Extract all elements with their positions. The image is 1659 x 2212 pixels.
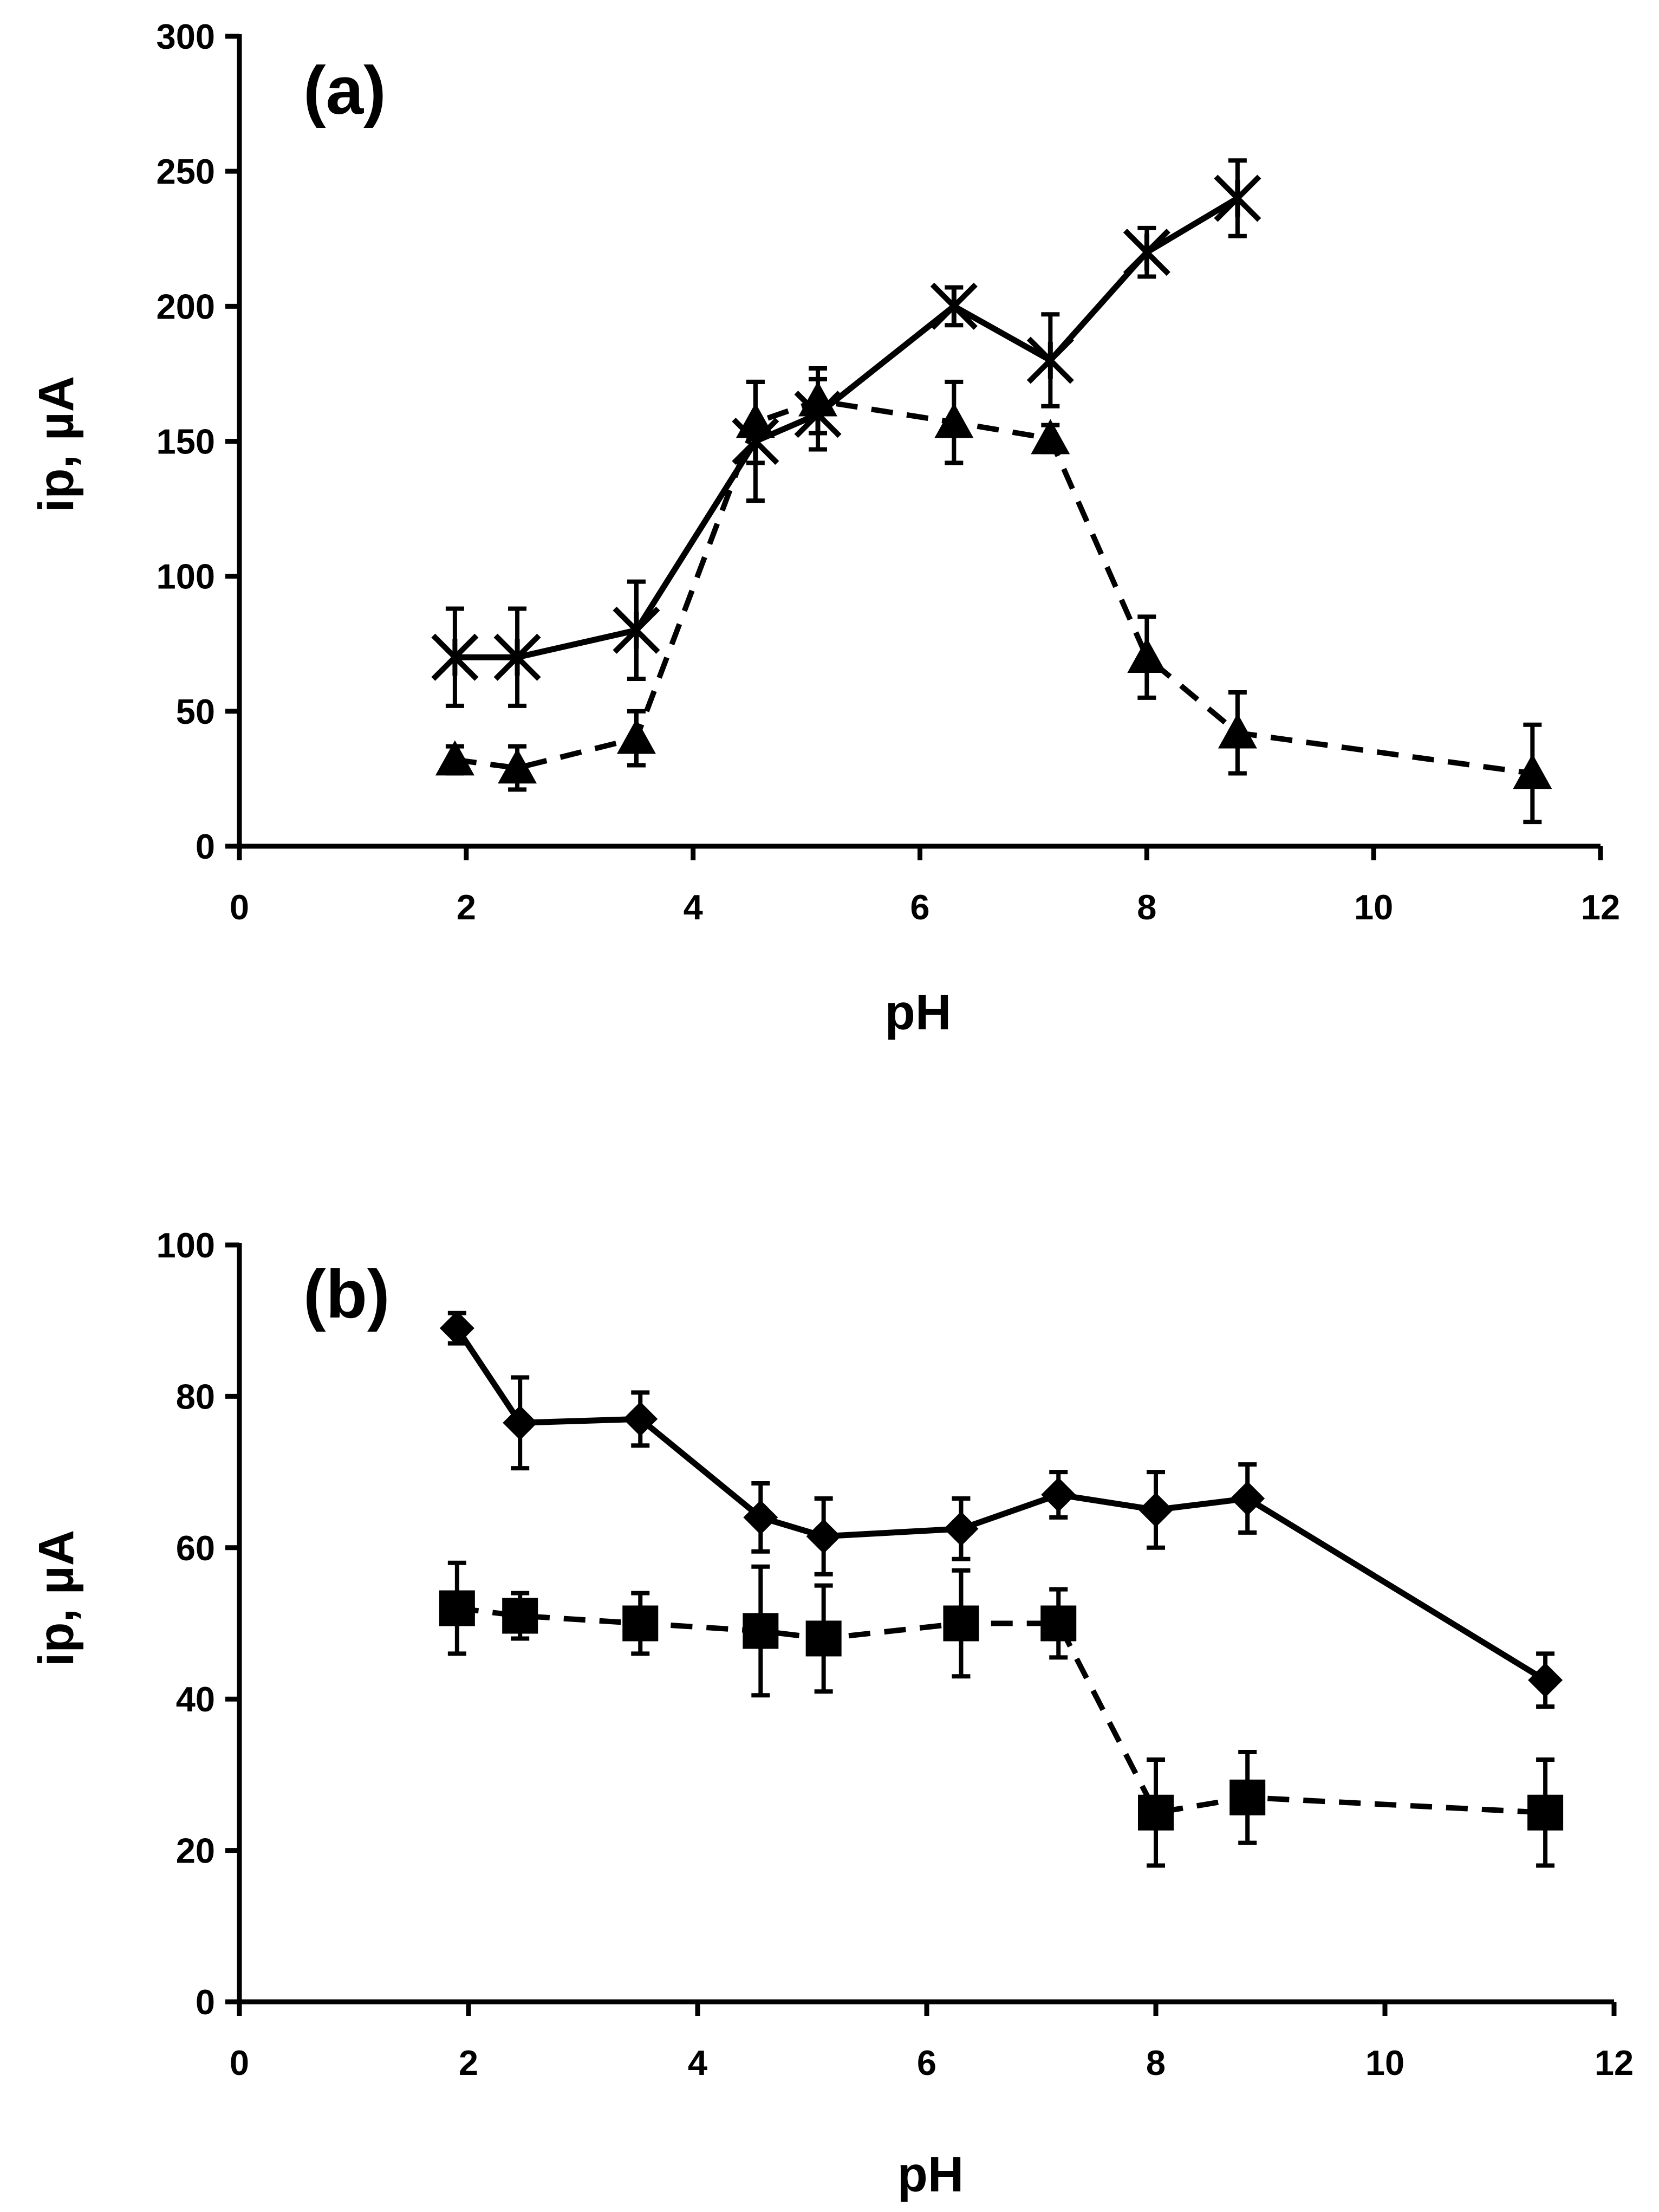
series-b-square-point — [502, 1598, 538, 1634]
series-a-cross-point — [1214, 174, 1261, 222]
panel-b-x-tick-label: 2 — [459, 2043, 478, 2083]
series-b-square-point — [743, 1613, 779, 1649]
panel-a-y-tick-label: 100 — [157, 557, 215, 596]
panel-a-y-tick-label: 250 — [157, 152, 215, 191]
panel-a-x-tick-label: 12 — [1581, 887, 1620, 927]
panel-a-y-tick-label: 300 — [157, 17, 215, 56]
series-a-triangle-point — [1513, 754, 1552, 789]
chart-panel-a: (a) pH ip, µA 0 50 100 150 200 250 300 0 2 4 6 8 10 1… — [29, 17, 1620, 1040]
chart-panel-b: (b) pH ip, µA 0 20 40 60 80 100 0 2 4 6 8 10 12 — [29, 1225, 1634, 2202]
panel-b-x-tick-label: 10 — [1365, 2043, 1404, 2083]
series-a-triangle-point — [1031, 419, 1070, 455]
series-b-diamond-point — [806, 1519, 841, 1554]
panel-b-x-tick-label: 0 — [230, 2043, 249, 2083]
series-b-diamond-point — [503, 1405, 538, 1441]
panel-b-label: (b) — [303, 1257, 390, 1332]
series-b-square-line — [457, 1605, 1546, 1815]
series-a-triangle — [435, 366, 1552, 825]
series-a-triangle-point — [498, 748, 537, 784]
series-b-square-point — [1040, 1605, 1077, 1642]
series-b-square-point — [805, 1620, 842, 1657]
series-a-triangle-point — [736, 403, 775, 438]
panel-b-y-tick-label: 60 — [176, 1528, 215, 1568]
panel-a-x-tick-label: 0 — [230, 887, 249, 927]
series-b-diamond-point — [439, 1311, 474, 1346]
series-b-diamond-point — [623, 1402, 658, 1437]
series-b-square-point — [943, 1605, 979, 1642]
series-b-square-point — [1229, 1779, 1266, 1815]
series-b-square — [439, 1560, 1564, 1868]
series-a-cross — [431, 158, 1261, 708]
panel-a-x-tick-label: 10 — [1354, 887, 1393, 927]
panel-b-y-tick-label: 40 — [176, 1679, 215, 1719]
panel-a-x-axis-title: pH — [885, 985, 952, 1040]
panel-a-x-tick-label: 8 — [1137, 887, 1156, 927]
series-a-cross-point — [1123, 229, 1170, 276]
panel-b-x-tick-label: 12 — [1595, 2043, 1634, 2083]
panel-b-y-tick-label: 0 — [196, 1982, 215, 2022]
series-a-cross-point — [1026, 336, 1074, 384]
series-a-triangle-point — [934, 403, 974, 438]
series-a-cross-point — [613, 606, 660, 654]
series-a-triangle-point — [435, 740, 474, 776]
series-a-triangle-point — [616, 718, 656, 754]
series-a-triangle-point — [1127, 638, 1167, 673]
series-b-diamond-line — [454, 1326, 1547, 1683]
series-a-triangle-point — [798, 381, 838, 417]
series-a-triangle-point — [1218, 713, 1257, 749]
series-a-cross-point — [493, 633, 541, 681]
panel-a-y-tick-label: 0 — [196, 827, 215, 866]
series-b-square-point — [1527, 1794, 1564, 1831]
series-a-cross-point — [431, 633, 479, 681]
panel-a-x-tick-label: 2 — [457, 887, 476, 927]
panel-a-y-tick-label: 200 — [157, 287, 215, 326]
series-b-diamond — [439, 1311, 1563, 1709]
series-b-diamond-point — [743, 1500, 778, 1535]
series-b-square-point — [622, 1605, 659, 1642]
series-b-diamond-point — [1528, 1663, 1563, 1698]
panel-b-x-tick-label: 8 — [1146, 2043, 1166, 2083]
series-b-diamond-point — [944, 1511, 979, 1546]
panel-b-y-tick-label: 20 — [176, 1831, 215, 1871]
panel-b-y-tick-label: 100 — [157, 1225, 215, 1265]
series-b-square-point — [439, 1590, 475, 1626]
panel-b-x-tick-label: 4 — [688, 2043, 707, 2083]
series-b-diamond-point — [1041, 1477, 1076, 1513]
series-b-diamond-point — [1230, 1481, 1265, 1516]
panel-a-y-tick-label: 50 — [176, 692, 215, 731]
series-b-diamond-point — [1138, 1492, 1173, 1527]
panel-a-y-axis-title: ip, µA — [29, 376, 84, 513]
panel-b-x-axis-title: pH — [897, 2147, 964, 2202]
panel-b-x-tick-label: 6 — [917, 2043, 936, 2083]
panel-a-label: (a) — [303, 53, 386, 128]
panel-a-x-tick-label: 4 — [684, 887, 703, 927]
series-a-triangle-line — [454, 398, 1533, 776]
panel-a-y-tick-label: 150 — [157, 422, 215, 462]
series-a-cross-point — [930, 282, 978, 330]
series-b-square-point — [1138, 1794, 1174, 1831]
panel-b-y-axis-title: ip, µA — [29, 1530, 84, 1666]
panel-b-y-tick-label: 80 — [176, 1377, 215, 1416]
panel-a-x-tick-label: 6 — [910, 887, 929, 927]
